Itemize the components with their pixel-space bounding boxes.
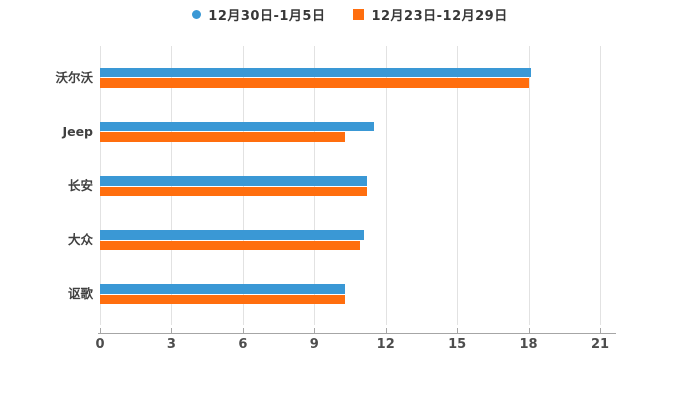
bar-series2-ougo [100,294,346,305]
legend-label: 12月23日-12月29日 [371,8,508,24]
gridline-x-9 [314,46,316,325]
x-axis-line [98,333,616,334]
legend-item-series2[interactable]: 12月23日-12月29日 [353,5,507,24]
axis-tick-15 [457,328,459,333]
bar-series2-volvo [100,78,529,88]
axis-tick-18 [528,328,530,333]
category-label-volvo: 沃尔沃 [55,69,93,85]
gridline-x-6 [242,46,244,325]
gridline-x-12 [385,46,387,325]
bar-series2-dazhong [100,240,360,251]
legend-label: 12月30日-1月5日 [208,8,326,24]
category-label-changan: 长安 [67,178,93,193]
category-label-ougo: 讴歌 [67,286,93,302]
x-tick-label-18: 18 [519,337,538,352]
chart-legend: 12月30日-1月5日 12月23日-12月29日 [0,4,700,24]
x-tick-label-0: 0 [95,337,105,352]
category-label-jeep: Jeep [62,123,93,139]
x-tick-label-9: 9 [309,337,319,352]
gridline-x-18 [528,46,530,325]
gridline-x-3 [171,46,173,325]
x-tick-label-21: 21 [590,337,610,352]
axis-tick-21 [600,328,601,333]
axis-tick-0 [100,328,101,333]
gridline-x-15 [457,46,459,325]
legend-square-marker-icon [353,8,365,20]
gridline-x-21 [600,46,601,325]
bar-series2-jeep [100,132,346,142]
bar-series2-changan [100,186,367,196]
axis-tick-6 [242,328,244,333]
axis-tick-9 [314,328,316,333]
x-tick-label-3: 3 [166,337,176,352]
bar-series1-dazhong [100,230,365,240]
axis-tick-3 [171,328,173,333]
bar-series1-jeep [100,121,374,132]
x-tick-label-15: 15 [448,337,467,352]
bar-series1-ougo [100,284,346,294]
bar-series1-changan [100,176,367,186]
legend-item-series1[interactable]: 12月30日-1月5日 [192,5,325,24]
bar-series1-volvo [100,67,531,78]
x-tick-label-12: 12 [376,337,395,352]
legend-circle-marker-icon [192,9,202,19]
x-tick-label-6: 6 [238,337,248,352]
gridline-x-0 [100,46,101,325]
axis-tick-12 [385,328,387,333]
category-label-dazhong: 大众 [67,232,93,248]
